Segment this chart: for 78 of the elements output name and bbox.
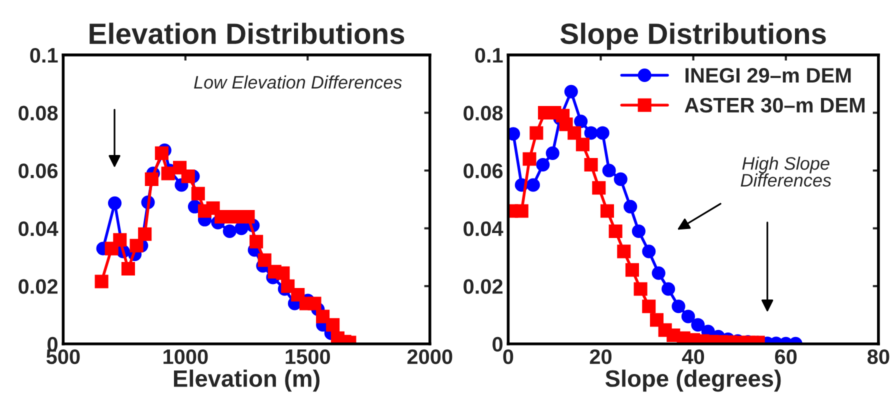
point [144, 172, 158, 186]
legend-label: INEGI 29–m DEM [686, 68, 851, 83]
point [691, 318, 705, 332]
point [574, 114, 588, 128]
y-tick-label: 0.1 [475, 48, 503, 63]
point [258, 253, 272, 267]
point [130, 238, 144, 252]
point [576, 138, 590, 152]
y-tick-label: 0.04 [464, 221, 504, 236]
point [514, 204, 528, 218]
y-tick-label: 0.06 [464, 164, 503, 178]
chart-title: Elevation Distributions [90, 22, 404, 44]
y-tick-label: 0.04 [18, 221, 58, 236]
point [536, 158, 550, 172]
point [662, 282, 676, 296]
point [191, 186, 205, 200]
x-tick-label: 2000 [407, 349, 452, 364]
annotation: High Slope Differences [740, 156, 832, 187]
point [281, 279, 295, 293]
point [316, 310, 330, 324]
point [608, 224, 622, 238]
point [592, 181, 606, 195]
point [614, 172, 628, 186]
point [181, 170, 195, 184]
point [222, 224, 236, 238]
point [250, 234, 264, 248]
point [94, 274, 108, 288]
point [600, 204, 614, 218]
chart-title: Slope Distributions [560, 22, 826, 50]
point [642, 244, 656, 258]
x-tick-label: 0 [503, 349, 514, 364]
x-tick-label: 80 [868, 349, 890, 364]
point [568, 126, 582, 140]
point [138, 227, 152, 241]
point [672, 300, 686, 314]
y-tick-label: 0.08 [464, 106, 503, 120]
point [624, 200, 638, 214]
point [113, 233, 127, 247]
point [634, 282, 648, 296]
point [584, 126, 598, 140]
point [584, 158, 598, 172]
annotation: Low Elevation Differences [194, 75, 402, 89]
x-tick-label: 20 [590, 349, 612, 364]
point [276, 266, 290, 280]
x-axis-title: Elevation (m) [174, 370, 320, 392]
point [326, 318, 340, 332]
x-tick-label: 40 [682, 349, 704, 364]
point [526, 178, 540, 192]
point [617, 244, 631, 258]
x-tick-label: 60 [775, 349, 797, 364]
point [681, 310, 695, 324]
point [508, 127, 520, 141]
point [161, 166, 175, 180]
point [308, 296, 322, 310]
point [652, 266, 666, 280]
y-tick-label: 0.02 [18, 279, 58, 294]
point [650, 313, 664, 327]
point [596, 126, 610, 140]
point [625, 263, 639, 277]
point [154, 146, 168, 160]
legend-label: ASTER 30–m DEM [684, 98, 865, 113]
point [546, 146, 560, 160]
point [632, 224, 646, 238]
point [522, 152, 536, 166]
x-tick-label: 1000 [164, 349, 208, 364]
point [564, 84, 578, 98]
point [121, 262, 135, 276]
point [642, 300, 656, 314]
y-tick-label: 0.02 [464, 279, 502, 294]
y-tick-label: 0.06 [18, 164, 58, 178]
point [602, 164, 616, 178]
y-tick-label: 0 [492, 336, 502, 352]
point [108, 196, 122, 210]
y-tick-label: 0.1 [30, 48, 58, 63]
x-axis-title: Slope (degrees) [605, 370, 781, 392]
x-tick-label: 1500 [286, 349, 330, 364]
point [530, 126, 544, 140]
y-tick-label: 0.08 [18, 106, 58, 120]
